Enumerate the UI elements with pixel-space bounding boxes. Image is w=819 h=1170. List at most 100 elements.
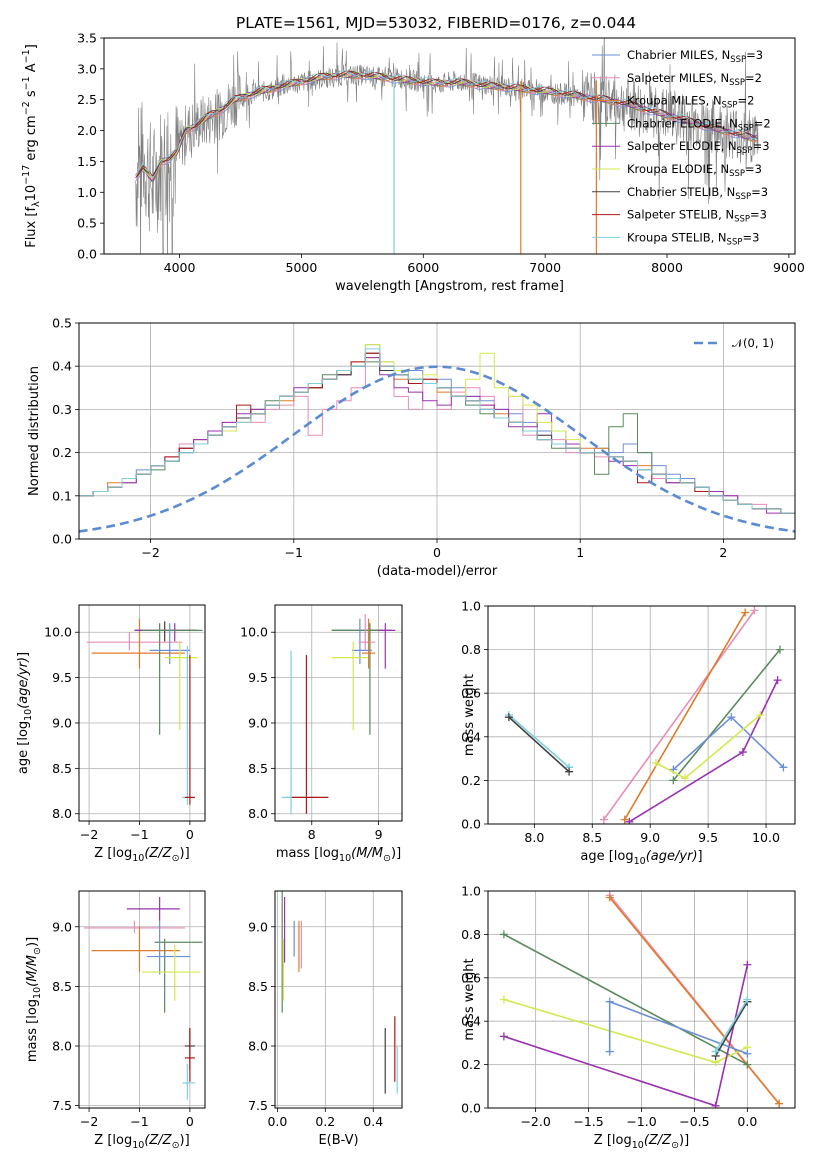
- age_vs_mass-plot-area: [281, 614, 396, 814]
- weight-marker: [680, 774, 689, 783]
- label-part: −1: [21, 76, 32, 90]
- y-tick-label: 0.5: [52, 316, 72, 331]
- x-axis-label: E(B-V): [318, 1133, 358, 1148]
- y-tick-label: 7.5: [52, 1098, 72, 1113]
- y-tick-label: 8.0: [248, 806, 268, 821]
- label-part: )]: [391, 846, 401, 861]
- weight-line: [608, 1000, 748, 1055]
- histogram-step-line: [79, 352, 795, 514]
- y-tick-label: 8.5: [248, 761, 268, 776]
- weight-marker: [605, 893, 614, 902]
- y-tick-label: 1.0: [77, 185, 97, 200]
- label-part: mass [log: [25, 999, 40, 1062]
- weight-line: [603, 609, 756, 821]
- y-tick-label: 1.0: [461, 884, 481, 899]
- errorbar-point: [331, 641, 369, 731]
- legend-label-suffix: =3: [753, 139, 770, 153]
- legend-label-suffix: =3: [745, 162, 762, 176]
- y-tick-label: 0.0: [461, 817, 481, 832]
- weight-marker: [651, 758, 660, 767]
- weight-series: [605, 893, 784, 1108]
- legend-item: Kroupa ELODIE, NSSP=3: [592, 162, 762, 179]
- residuals-panel: −2 −1 0 1 2 0.0 0.1 0.2 0.3 0.4 0.5 (data-model)/er…: [27, 316, 796, 579]
- histogram-step-line: [79, 352, 795, 518]
- y-tick-label: 0.8: [461, 927, 481, 942]
- y-tick-label: 0.2: [461, 773, 481, 788]
- errorbar-point: [291, 654, 329, 814]
- x-tick-label: 10.0: [752, 830, 780, 845]
- y-tick-label: 7.5: [248, 1098, 268, 1113]
- model-spectrum-line: [135, 71, 758, 178]
- x-tick-label: −2.0: [520, 1114, 550, 1129]
- histogram-step-line: [79, 344, 795, 514]
- x-tick-label: 8000: [651, 260, 683, 275]
- label-part: 10: [634, 856, 646, 867]
- y-axis-label: mass weight: [462, 674, 477, 756]
- label-part: ⊙: [671, 1140, 679, 1151]
- legend-label-text: Salpeter STELIB, N: [627, 208, 734, 222]
- weight-series: [599, 606, 759, 824]
- x-tick-label: −0.5: [679, 1114, 709, 1129]
- label-part: (Z/Z: [644, 1133, 672, 1148]
- weight-series: [499, 960, 752, 1108]
- legend-label-sub: SSP: [730, 55, 746, 65]
- age_vs_z-ticks: −2 −1 0 8.0 8.5 9.0 9.5 10.0: [44, 625, 194, 842]
- weight-series: [504, 711, 574, 772]
- legend-item: Salpeter ELODIE, NSSP=3: [592, 139, 770, 156]
- errorbar-point: [331, 623, 379, 735]
- legend-label-sub: SSP: [722, 101, 738, 111]
- errorbar-point: [154, 938, 203, 1013]
- x-axis-label: (data-model)/error: [377, 564, 498, 579]
- weight-marker: [743, 1049, 752, 1058]
- y-tick-label: 9.0: [248, 919, 268, 934]
- label-part: age [log: [580, 849, 633, 864]
- weight-marker: [625, 817, 634, 824]
- residuals-plot-area: [79, 344, 795, 533]
- y-tick-label: 8.5: [248, 979, 268, 994]
- errorbar-point: [358, 614, 376, 651]
- weight-marker: [499, 1032, 508, 1041]
- weight-marker: [743, 1060, 752, 1069]
- x-tick-label: 0.0: [267, 1114, 287, 1129]
- legend-label: Chabrier ELODIE, NSSP=2: [627, 116, 771, 133]
- age_vs_mass-panel: 8 9 8.0 8.5 9.0 9.5 10.0 mass [log10(M/M⊙)]: [240, 604, 403, 864]
- axes-frame: [274, 890, 403, 1109]
- y-tick-label: 9.5: [52, 670, 72, 685]
- weight-marker: [775, 1099, 784, 1108]
- legend-label-sub: SSP: [735, 192, 751, 202]
- x-tick-label: 0: [433, 545, 441, 560]
- errorbar-point: [126, 896, 180, 921]
- x-tick-label: −1: [130, 827, 148, 842]
- x-tick-label: −1: [285, 545, 303, 560]
- label-part: (M/M: [351, 846, 383, 861]
- axes-frame: [487, 890, 796, 1109]
- y-tick-label: 3.0: [77, 61, 97, 76]
- x-tick-label: −1: [130, 1114, 148, 1129]
- y-tick-label: 9.0: [248, 715, 268, 730]
- y-tick-label: 0.5: [77, 216, 97, 231]
- weight-marker: [779, 763, 788, 772]
- x-tick-label: 0: [186, 1114, 194, 1129]
- y-tick-label: 10.0: [240, 625, 268, 640]
- weight-marker: [750, 606, 759, 615]
- mass_vs_z-ticks: −2 −1 0 7.5 8.0 8.5 9.0: [52, 919, 194, 1129]
- y-tick-label: 0.0: [52, 532, 72, 547]
- weight-marker: [504, 713, 513, 722]
- weight-line: [624, 612, 746, 821]
- weight-marker: [605, 997, 614, 1006]
- x-axis-label: Z [log10(Z/Z⊙)]: [94, 1133, 189, 1151]
- weight-line: [609, 896, 780, 1105]
- weight-line: [503, 998, 748, 1064]
- weight_vs_z-ticks: −2.0 −1.5 −1.0 −0.5 0.0 0.0 0.2 0.4 0.6 0.8 1.0: [461, 884, 757, 1130]
- x-tick-label: 9.5: [698, 830, 718, 845]
- label-part: age [log: [16, 721, 31, 774]
- weight-series: [669, 645, 784, 785]
- label-part: −17: [21, 165, 32, 185]
- weight-marker: [773, 676, 782, 685]
- histogram-step-line: [79, 348, 795, 518]
- legend-label: Chabrier STELIB, NSSP=3: [627, 185, 768, 202]
- label-part: (age/yr): [646, 849, 698, 864]
- age_vs_z-panel: −2 −1 08.08.59.09.510.0Z [log10(Z/Z⊙)]age …: [16, 604, 206, 864]
- y-axis-label: age [log10(age/yr)]: [16, 652, 34, 774]
- y-tick-label: 1.5: [77, 154, 97, 169]
